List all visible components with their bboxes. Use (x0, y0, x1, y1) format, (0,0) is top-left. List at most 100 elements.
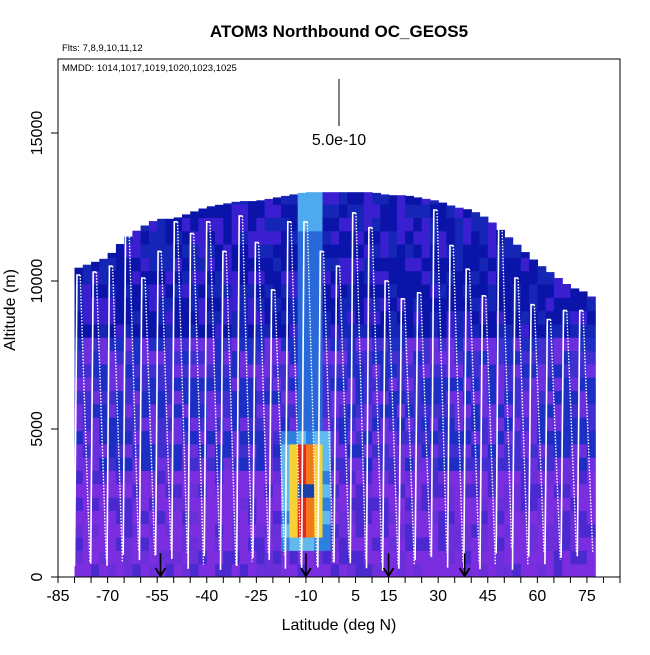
heatmap-cell (562, 497, 571, 511)
heatmap-cell (190, 457, 200, 471)
heatmap-cell (305, 510, 315, 525)
heatmap-cell (289, 537, 299, 551)
heatmap-cell (388, 510, 398, 525)
heatmap-cell (248, 297, 257, 312)
heatmap-cell (496, 229, 505, 232)
heatmap-cell (545, 430, 555, 445)
heatmap-cell (446, 377, 456, 392)
heatmap-cell (182, 214, 191, 218)
heatmap-cell (305, 230, 315, 245)
heatmap-cell (248, 363, 257, 378)
heatmap-cell (256, 297, 266, 312)
heatmap-cell (206, 563, 216, 577)
heatmap-cell (512, 483, 522, 498)
heatmap-cell (339, 337, 348, 352)
heatmap-cell (297, 257, 307, 272)
heatmap-cell (206, 497, 216, 511)
heatmap-cell (429, 284, 439, 298)
heatmap-cell (157, 523, 167, 538)
heatmap-cell (578, 523, 588, 538)
heatmap-cell (537, 266, 547, 272)
heatmap-cell (504, 363, 514, 378)
heatmap-cell (471, 297, 481, 312)
heatmap-cell (421, 497, 431, 511)
heatmap-cell (537, 363, 547, 378)
heatmap-cell (206, 470, 216, 485)
heatmap-cell (223, 323, 233, 338)
heatmap-cell (281, 244, 290, 258)
heatmap-cell (553, 310, 563, 325)
heatmap-cell (99, 403, 109, 418)
heatmap-cell (537, 297, 547, 312)
heatmap-cell (454, 350, 464, 365)
flight-profile-ascent (252, 241, 259, 558)
heatmap-cell (529, 550, 538, 565)
heatmap-cell (206, 377, 216, 392)
heatmap-cell (115, 323, 125, 338)
heatmap-cell (124, 483, 133, 498)
heatmap-cell (578, 430, 588, 445)
heatmap-cell (289, 377, 299, 392)
heatmap-cell (586, 350, 596, 365)
heatmap-cell (132, 363, 142, 378)
heatmap-cell (372, 337, 381, 352)
heatmap-cell (148, 377, 158, 392)
heatmap-cell (487, 430, 497, 445)
heatmap-cell (173, 337, 183, 352)
heatmap-cell (305, 284, 315, 298)
heatmap-cell (231, 563, 241, 577)
heatmap-cell (396, 204, 406, 218)
heatmap-cell (429, 470, 439, 485)
heatmap-cell (355, 284, 365, 298)
heatmap-cell (182, 523, 191, 538)
heatmap-cell (446, 403, 456, 418)
heatmap-cell (339, 217, 348, 232)
heatmap-cell (148, 270, 158, 285)
heatmap-cell (471, 497, 481, 511)
heatmap-cell (264, 417, 274, 432)
heatmap-cell (140, 443, 150, 458)
heatmap-cell (479, 216, 489, 218)
heatmap-cell (297, 230, 307, 245)
heatmap-cell (239, 337, 249, 352)
heatmap-cell (74, 350, 84, 365)
heatmap-cell (372, 230, 381, 245)
heatmap-cell (215, 510, 224, 525)
heatmap-cell (372, 523, 381, 538)
heatmap-cell (239, 323, 249, 338)
heatmap-cell (471, 563, 481, 577)
heatmap-cell (248, 417, 257, 432)
heatmap-cell (339, 284, 348, 298)
heatmap-cell (256, 377, 266, 392)
heatmap-cell (107, 337, 117, 352)
heatmap-cell (206, 443, 216, 458)
heatmap-cell (438, 523, 448, 538)
heatmap-cell (429, 537, 439, 551)
heatmap-cell (115, 550, 125, 565)
heatmap-cell (446, 217, 456, 232)
heatmap-cell (529, 470, 538, 485)
heatmap-cell (115, 297, 125, 312)
heatmap-cell (190, 497, 200, 511)
heatmap-cell (553, 497, 563, 511)
heatmap-cell (479, 563, 489, 577)
heatmap-cell (339, 537, 348, 551)
heatmap-cell (173, 270, 183, 285)
heatmap-cell (248, 284, 257, 298)
heatmap-cell (173, 510, 183, 525)
heatmap-cell (553, 337, 563, 352)
heatmap-cell (132, 537, 142, 551)
heatmap-cell (140, 230, 150, 245)
heatmap-cell (380, 204, 390, 218)
heatmap-cell (107, 390, 117, 405)
heatmap-cell (520, 337, 530, 352)
heatmap-cell (281, 230, 290, 245)
heatmap-cell (372, 443, 381, 458)
heatmap-cell (438, 244, 448, 258)
heatmap-cell (339, 363, 348, 378)
heatmap-cell (148, 221, 158, 232)
heatmap-cell (339, 403, 348, 418)
heatmap-cell (82, 390, 92, 405)
heatmap-cell (496, 350, 505, 365)
